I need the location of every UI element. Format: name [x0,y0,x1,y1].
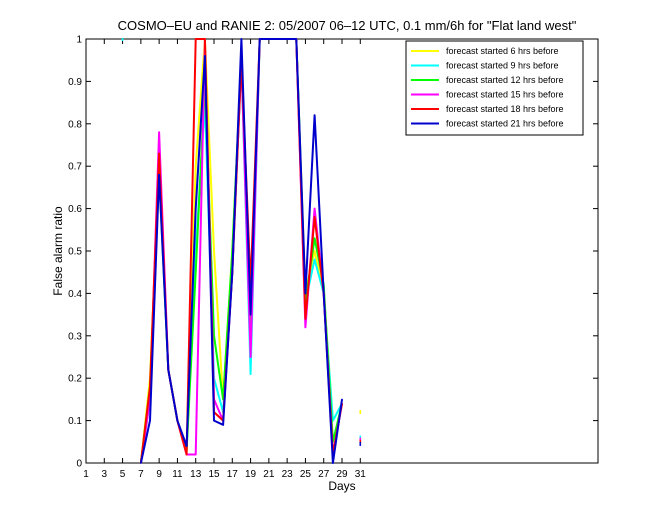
data-point [332,462,334,464]
legend-entry: forecast started 15 hrs before [446,90,564,100]
isolated-point [359,441,362,446]
isolated-point [359,439,362,444]
legend: forecast started 6 hrs before forecast st… [405,40,584,136]
data-point [204,55,206,57]
data-point [194,453,197,456]
y-axis-label: False alarm ratio [51,206,65,296]
y-tick-label: 0.3 [68,331,82,342]
x-tick-label: 5 [120,469,126,480]
y-tick-label: 0.9 [68,77,82,88]
data-point [194,271,197,274]
data-point [249,356,252,358]
data-point [313,237,316,240]
y-tick-label: 0.5 [68,247,82,258]
legend-entry: forecast started 6 hrs before [446,46,559,56]
data-point [322,292,325,295]
data-point [158,173,160,176]
x-tick-label: 23 [282,469,294,480]
y-tick-label: 0.8 [68,119,82,130]
data-point [249,313,252,316]
data-point [304,318,307,320]
data-point [268,38,270,40]
data-point [194,165,197,167]
x-tick-label: 27 [318,469,330,480]
x-tick-label: 11 [172,469,183,480]
x-tick-label: 3 [102,469,108,480]
data-point [313,114,316,117]
x-tick-label: 21 [263,469,275,480]
isolated-point [359,435,362,440]
data-point [158,152,160,155]
x-tick-label: 13 [190,469,202,480]
legend-box [405,40,584,136]
y-tick-label: 0.4 [68,289,82,300]
data-point [341,398,343,401]
y-tick-label: 0.6 [68,204,82,215]
data-point [194,207,197,210]
data-point [185,453,188,456]
isolated-point [121,38,124,41]
legend-entry: forecast started 21 hrs before [446,119,564,129]
data-point [213,335,215,337]
data-point [194,38,197,40]
x-tick-label: 19 [245,469,257,480]
x-tick-label: 25 [300,469,312,480]
x-tick-label: 1 [83,469,89,480]
y-tick-label: 0 [76,459,82,470]
data-point [149,419,151,422]
x-tick-label: 31 [355,469,367,480]
data-point [176,419,179,422]
data-point [295,38,298,40]
legend-entry: forecast started 18 hrs before [446,104,564,114]
y-tick-label: 1 [76,35,82,46]
x-tick-label: 9 [156,469,162,480]
data-point [277,38,279,40]
x-tick-label: 7 [138,469,144,480]
isolated-point [359,437,362,442]
isolated-point [359,410,362,415]
y-tick-label: 0.7 [68,162,82,173]
data-point [167,368,170,371]
data-point [231,271,234,274]
chart-title: COSMO–EU and RANIE 2: 05/2007 06–12 UTC,… [118,18,577,33]
data-point [158,131,160,134]
y-tick-label: 0.1 [68,416,82,427]
data-point [258,38,261,40]
data-point [313,216,316,218]
data-point [249,373,252,375]
data-point [204,38,206,40]
data-point [313,250,316,252]
data-point [313,207,316,210]
x-tick-label: 17 [227,469,239,480]
data-point [222,424,224,426]
legend-entry: forecast started 12 hrs before [446,75,564,85]
legend-entry: forecast started 9 hrs before [446,61,559,71]
x-tick-label: 29 [336,469,348,480]
y-tick-label: 0.2 [68,374,82,385]
data-point [313,258,316,261]
series-group [121,38,362,464]
data-point [240,38,243,40]
data-point [140,462,142,464]
data-point [213,250,215,252]
data-point [213,419,215,422]
data-point [304,326,307,329]
x-tick-label: 15 [208,469,220,480]
data-point [185,445,188,447]
x-axis-label: Days [328,479,355,493]
data-point [304,292,307,295]
data-point [286,38,288,40]
